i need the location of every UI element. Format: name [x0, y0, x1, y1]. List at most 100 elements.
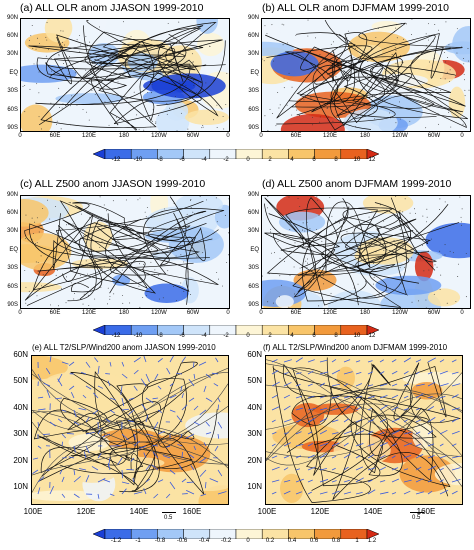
wind-vector [271, 359, 278, 363]
wind-vector [295, 443, 304, 447]
wind-vector [37, 476, 45, 483]
significance-dot [157, 274, 159, 276]
panel-e-lat-label: 40N [13, 403, 28, 412]
field-anomaly-blob [278, 211, 326, 233]
wind-vector [295, 455, 301, 459]
wind-vector [367, 360, 373, 363]
significance-dot [113, 293, 115, 295]
significance-dot [312, 116, 313, 118]
wind-vector [97, 493, 100, 499]
significance-dot [226, 262, 228, 264]
significance-dot [385, 245, 387, 247]
significance-dot [104, 101, 106, 103]
significance-dot [125, 199, 127, 201]
significance-dot [58, 87, 60, 89]
panel-f-lat-label: 50N [247, 376, 262, 385]
significance-dot [293, 266, 295, 268]
significance-dot [312, 124, 314, 126]
coastline [45, 25, 226, 131]
wind-vector [97, 453, 102, 459]
significance-dot [411, 34, 412, 36]
significance-dot [335, 220, 337, 222]
significance-dot [209, 45, 211, 47]
significance-dot [407, 294, 408, 296]
panel-a-lon-label: 0 [226, 133, 230, 139]
wind-vector [343, 491, 352, 495]
significance-dot [202, 252, 204, 254]
significance-dot [425, 101, 427, 103]
significance-dot [40, 255, 42, 257]
significance-dot [415, 212, 417, 214]
wind-vector [215, 357, 219, 363]
wind-vector [145, 464, 151, 471]
significance-dot [331, 215, 333, 217]
wind-vector [181, 356, 186, 363]
significance-dot [357, 283, 359, 285]
panel-e-lat-label: 30N [13, 429, 28, 438]
significance-dot [282, 44, 284, 46]
wind-vector [427, 430, 434, 435]
wind-vector [109, 361, 112, 367]
wind-vector [319, 491, 328, 495]
significance-dot [38, 92, 40, 94]
significance-dot [73, 298, 75, 300]
wind-vector [73, 476, 81, 483]
wind-vector [319, 359, 327, 363]
significance-dot [56, 124, 57, 126]
wind-vector [107, 463, 111, 471]
coastline [59, 200, 207, 302]
wind-vector [217, 397, 221, 403]
panel-c-lon-label: 0 [18, 310, 22, 316]
significance-dot [440, 89, 442, 91]
wind-vector [68, 456, 75, 459]
wind-vector [367, 395, 375, 399]
field-anomaly-blob [21, 64, 77, 83]
wind-vector [307, 407, 317, 411]
significance-dot [399, 229, 401, 231]
wind-vector [193, 361, 195, 368]
wind-vector [121, 397, 125, 407]
significance-dot [58, 107, 60, 109]
panel-a-lat-label: 60N [6, 33, 18, 39]
wind-vector [189, 454, 195, 459]
wind-vector [319, 407, 328, 411]
significance-dot [389, 112, 391, 114]
wind-vector [271, 491, 277, 495]
significance-dot [446, 302, 448, 304]
field-anomaly-blob [304, 231, 332, 265]
significance-dot [303, 99, 305, 101]
significance-dot [308, 88, 310, 90]
significance-dot [450, 126, 452, 128]
panel-b-title: (b) ALL OLR anom DJFMAM 1999-2010 [262, 2, 449, 14]
wind-vector [367, 479, 373, 483]
panel-a-lon-label: 0 [18, 133, 22, 139]
significance-dot [25, 286, 27, 288]
coastline [38, 33, 187, 126]
wind-vector [295, 395, 303, 399]
panel-d-lon-label: 120W [392, 310, 408, 316]
wind-vector [73, 493, 80, 498]
significance-dot [89, 41, 91, 43]
significance-dot [32, 233, 34, 235]
significance-dot [117, 240, 119, 242]
significance-dot [94, 93, 96, 95]
coastline [285, 207, 460, 293]
significance-dot [278, 296, 280, 298]
significance-dot [421, 244, 423, 246]
wind-vector [165, 493, 171, 499]
panel-d-lon-label: 0 [259, 310, 263, 316]
significance-dot [196, 96, 198, 98]
significance-dot [187, 128, 189, 130]
significance-dot [196, 91, 197, 93]
wind-vector [140, 378, 147, 387]
significance-dot [83, 293, 85, 295]
wind-vector [391, 455, 396, 459]
wind-vector [283, 372, 289, 375]
significance-dot [164, 236, 166, 238]
wind-vector [157, 409, 163, 414]
significance-dot [56, 120, 58, 122]
significance-dot [138, 128, 140, 130]
slp-contour [266, 384, 462, 468]
significance-dot [426, 216, 428, 218]
field-anomaly-blob [270, 51, 319, 77]
